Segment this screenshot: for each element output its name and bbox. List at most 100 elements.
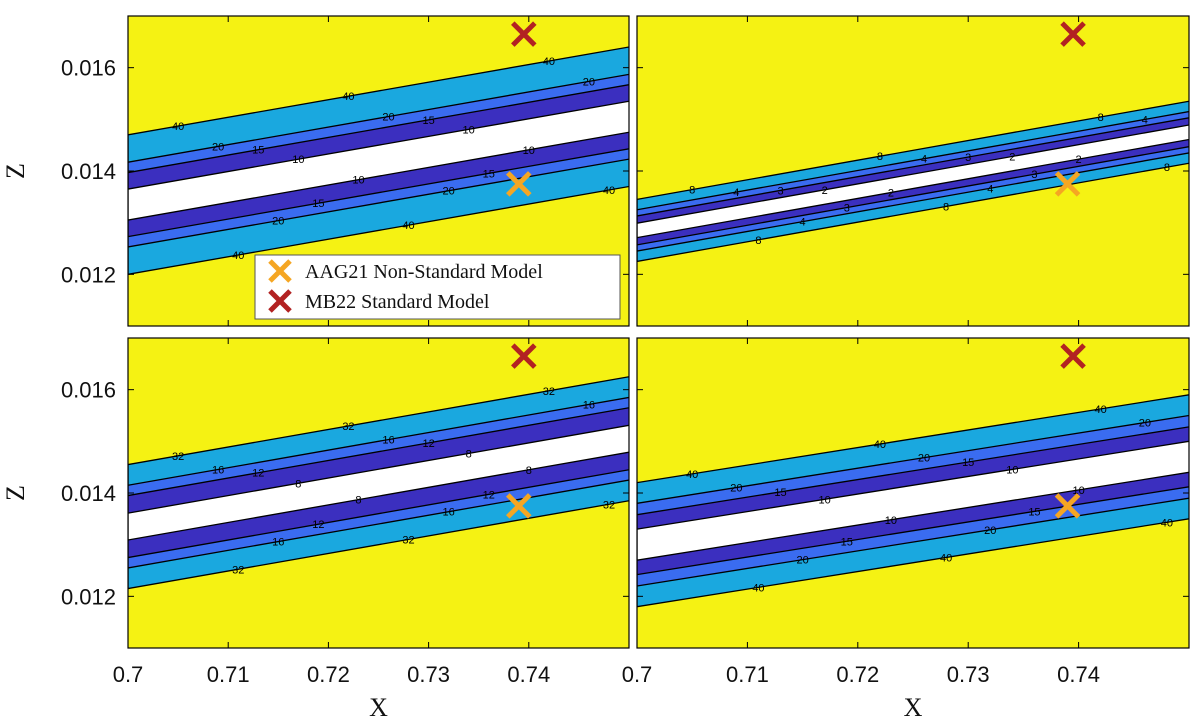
contour-label: 16 [382, 435, 394, 447]
legend-label: MB22 Standard Model [305, 291, 490, 313]
contour-label: 10 [1006, 464, 1018, 476]
contour-label: 16 [583, 399, 595, 411]
y-tick-label: 0.012 [61, 584, 116, 609]
y-tick-label: 0.014 [61, 481, 116, 506]
contour-label: 32 [232, 564, 244, 576]
contour-label: 10 [523, 145, 535, 157]
contour-label: 15 [962, 457, 974, 469]
contour-label: 32 [172, 451, 184, 463]
contour-label: 8 [355, 495, 361, 507]
contour-label: 12 [252, 468, 264, 480]
contour-label: 8 [877, 151, 883, 163]
contour-label: 40 [402, 220, 414, 232]
legend-marker [268, 289, 292, 313]
axes-bottom-right: 0.7 0.71 0.72 0.73 0.74 X [622, 338, 1189, 722]
contour-label: 15 [483, 168, 495, 180]
legend-entry: AAG21 Non-Standard Model [268, 259, 543, 283]
contour-label: 4 [800, 217, 806, 229]
contour-label: 8 [526, 465, 532, 477]
axes-top-left: 0.012 0.014 0.016 Z [1, 16, 629, 326]
y-axis-label: Z [1, 163, 30, 179]
contour-label: 10 [1072, 485, 1084, 497]
y-axis-label: Z [1, 485, 30, 501]
contour-label: 20 [272, 216, 284, 228]
x-tick-label: 0.71 [207, 662, 250, 687]
contour-label: 15 [312, 198, 324, 210]
contour-label: 10 [352, 175, 364, 187]
contour-label: 15 [252, 145, 264, 157]
contour-label: 10 [885, 515, 897, 527]
contour-label: 32 [543, 386, 555, 398]
contour-label: 8 [689, 185, 695, 197]
axes-bottom-left: 0.7 0.71 0.72 0.73 0.74 0.012 0.014 0.016 Z X [1, 338, 629, 722]
contour-band-10 [128, 100, 629, 221]
contour-label: 32 [402, 534, 414, 546]
contour-label: 3 [777, 185, 783, 197]
contour-label: 20 [984, 525, 996, 537]
legend-marker [268, 259, 292, 283]
y-tick-label: 0.016 [61, 378, 116, 403]
panel-top-left: 40 40 40 40 40 40 20 20 20 20 20 15 15 15 15 10 10 10 10 [127, 15, 630, 327]
contour-label: 40 [686, 469, 698, 481]
x-tick-label: 0.72 [307, 662, 350, 687]
contour-label: 4 [921, 154, 927, 166]
x-tick-label: 0.7 [622, 662, 653, 687]
contour-label: 20 [730, 483, 742, 495]
contour-label: 16 [272, 537, 284, 549]
x-tick-label: 0.74 [1057, 662, 1100, 687]
contour-label: 15 [841, 536, 853, 548]
contour-label: 20 [212, 141, 224, 153]
y-tick-label: 0.012 [61, 262, 116, 287]
contour-label: 20 [382, 112, 394, 124]
contour-label: 40 [232, 250, 244, 262]
x-tick-label: 0.71 [726, 662, 769, 687]
contour-label: 8 [295, 478, 301, 490]
x-tick-label: 0.73 [947, 662, 990, 687]
red-x-marker [511, 21, 537, 47]
contour-label: 15 [422, 115, 434, 127]
legend: AAG21 Non-Standard Model MB22 Standard Mo… [254, 254, 621, 320]
contour-label: 3 [844, 203, 850, 215]
contour-label: 40 [752, 582, 764, 594]
contour-label: 15 [774, 487, 786, 499]
contour-label: 2 [822, 185, 828, 197]
axes-top-right [636, 16, 1189, 326]
orange-x-marker [1054, 493, 1081, 519]
contour-label: 32 [342, 421, 354, 433]
contour-label: 2 [888, 187, 894, 199]
panel-top-right: 8 8 8 8 8 8 4 4 4 4 4 3 3 3 3 2 2 2 2 [636, 15, 1190, 327]
contour-label: 32 [603, 499, 615, 511]
contour-label: 16 [212, 464, 224, 476]
legend-box [254, 254, 621, 320]
legend-entry: MB22 Standard Model [268, 289, 490, 313]
contour-label: 20 [443, 186, 455, 198]
panel-bottom-right: 40 40 40 40 40 40 20 20 20 20 20 15 15 15 15 10 10 10 10 [636, 337, 1190, 649]
contour-label: 12 [312, 519, 324, 531]
contour-label: 3 [1031, 169, 1037, 181]
contour-label: 20 [796, 555, 808, 567]
contour-label: 10 [292, 154, 304, 166]
red-x-marker [1060, 343, 1086, 369]
red-x-marker [511, 343, 537, 369]
contour-band-10 [637, 440, 1189, 561]
contour-label: 8 [1098, 112, 1104, 124]
orange-x-marker [506, 171, 532, 197]
contour-label: 10 [819, 494, 831, 506]
x-tick-label: 0.7 [113, 662, 144, 687]
legend-label: AAG21 Non-Standard Model [305, 261, 543, 283]
contour-label: 20 [583, 76, 595, 88]
contour-label: 8 [943, 201, 949, 213]
panel-bottom-left: 32 32 32 32 32 32 16 16 16 16 16 12 12 12 12 8 8 8 8 [127, 337, 630, 649]
x-tick-label: 0.74 [507, 662, 550, 687]
contour-label: 40 [342, 91, 354, 103]
x-axis-label: X [369, 693, 388, 722]
contour-label: 10 [463, 124, 475, 136]
contour-band-8 [128, 424, 629, 541]
contour-label: 40 [543, 56, 555, 68]
y-tick-label: 0.014 [61, 159, 116, 184]
contour-label: 16 [443, 507, 455, 519]
contour-label: 8 [1164, 162, 1170, 174]
x-tick-label: 0.73 [407, 662, 450, 687]
contour-label: 40 [1161, 517, 1173, 529]
